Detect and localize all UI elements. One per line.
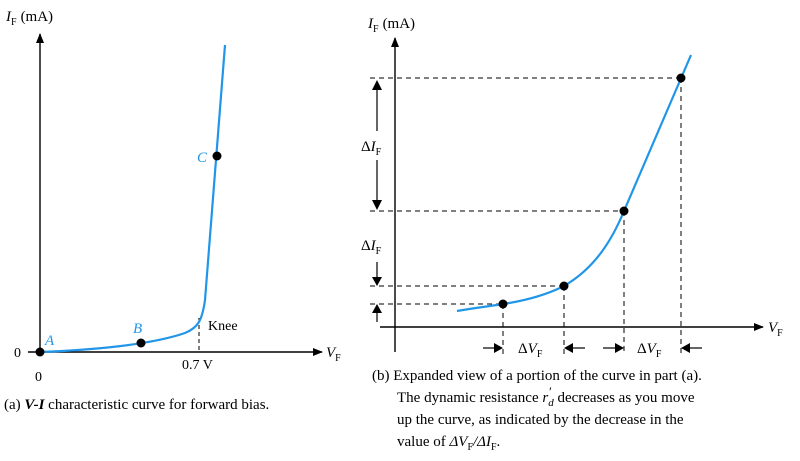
panel-a-knee-voltage-label: 0.7 V <box>182 358 213 373</box>
panel-a-knee-label: Knee <box>208 319 238 334</box>
panel-a: IF (mA) VF 0 0 0.7 V Knee A B C <box>5 9 341 385</box>
panel-a-caption: (a) V-I characteristic curve for forward… <box>4 397 270 413</box>
panel-a-origin-y-label: 0 <box>14 346 21 361</box>
panel-b-y-axis-label: IF (mA) <box>367 16 415 35</box>
panel-a-label-a: A <box>44 333 55 349</box>
panel-b-delta-vf-left-label: ΔVF <box>518 341 543 360</box>
panel-b-delta-if-large-arrow <box>372 80 382 210</box>
panel-b-delta-if-large-label: ΔIF <box>361 139 382 158</box>
panel-b-delta-vf-right-arrows <box>603 343 702 353</box>
panel-b-point-4 <box>676 73 686 83</box>
panel-a-point-c <box>212 151 222 161</box>
panel-b-point-2 <box>559 281 569 291</box>
panel-a-origin-x-label: 0 <box>35 370 42 385</box>
panel-b-vertical-guides <box>502 78 682 355</box>
panel-a-vi-curve <box>39 44 227 354</box>
panel-b-delta-vf-right-label: ΔVF <box>637 341 662 360</box>
panel-b-caption-line-1: (b) Expanded view of a portion of the cu… <box>372 368 702 384</box>
panel-b-delta-if-small-arrows <box>372 262 382 322</box>
panel-a-label-b: B <box>133 321 142 337</box>
panel-b-caption-line-3: up the curve, as indicated by the decrea… <box>397 412 684 428</box>
panel-b-point-1 <box>498 299 508 309</box>
panel-a-point-a <box>35 347 45 357</box>
panel-b-caption-line-4: value of ΔVF/ΔIF. <box>397 434 501 453</box>
panel-b: IF (mA) VF <box>361 16 783 360</box>
panel-b-delta-if-small-label: ΔIF <box>361 238 382 257</box>
panel-b-point-3 <box>619 206 629 216</box>
panel-b-expanded-curve <box>456 54 693 313</box>
panel-b-delta-vf-left-arrows <box>483 343 585 353</box>
panel-b-horizontal-guides <box>370 77 681 305</box>
panel-b-caption-line-2: The dynamic resistance r ′ d decreases as … <box>397 384 695 409</box>
panel-a-point-b <box>136 338 146 348</box>
panel-a-y-axis-label: IF (mA) <box>5 9 53 28</box>
panel-b-x-axis-label: VF <box>768 320 783 339</box>
panel-a-x-axis-label: VF <box>326 345 341 364</box>
panel-a-label-c: C <box>197 150 208 166</box>
